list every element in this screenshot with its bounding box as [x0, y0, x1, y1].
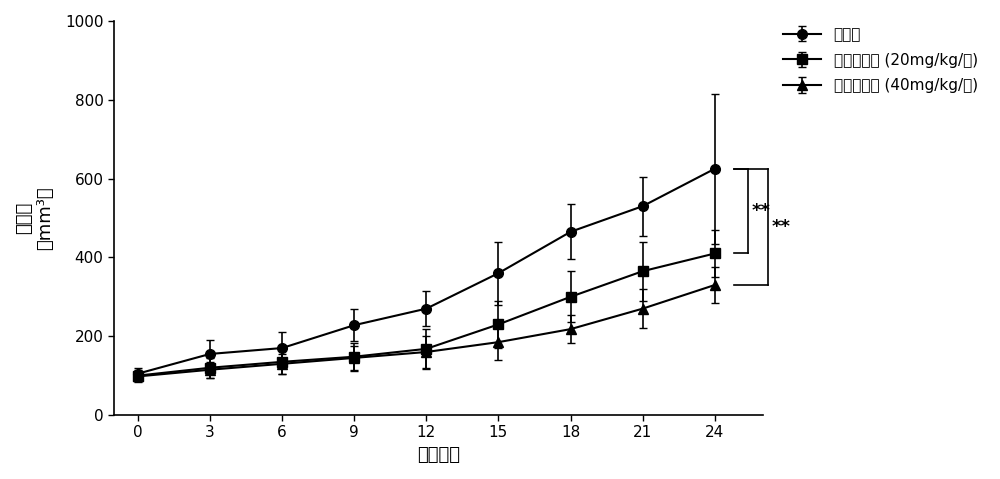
Legend: 对照组, 大黄素甲醚 (20mg/kg/天), 大黄素甲醚 (40mg/kg/天): 对照组, 大黄素甲醚 (20mg/kg/天), 大黄素甲醚 (40mg/kg/天… — [777, 21, 984, 99]
Text: **: ** — [771, 218, 790, 236]
Text: **: ** — [752, 202, 771, 220]
X-axis label: 用药天数: 用药天数 — [417, 446, 460, 464]
Y-axis label: 癌体积
（mm³）: 癌体积 （mm³） — [15, 186, 54, 250]
